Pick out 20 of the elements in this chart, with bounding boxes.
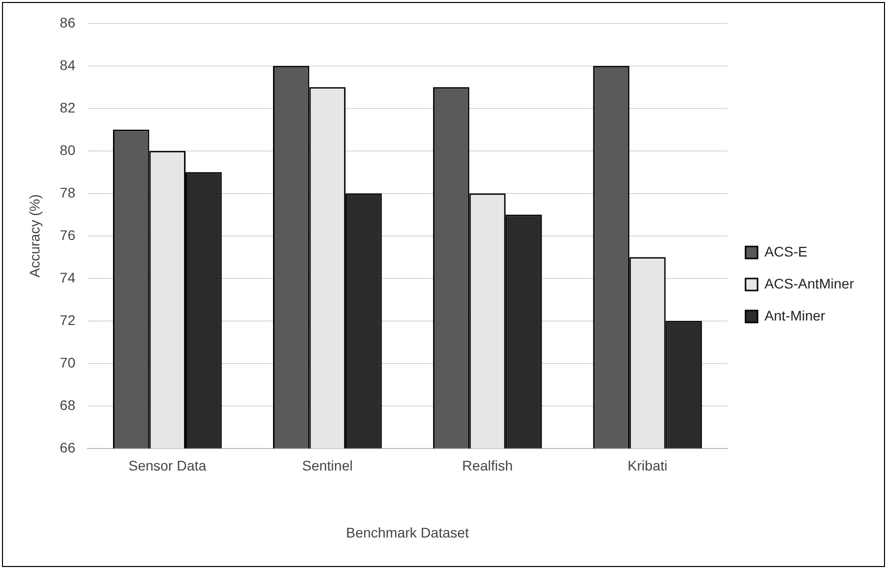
x-tick-label: Kribati bbox=[628, 458, 668, 474]
y-tick-label: 74 bbox=[60, 269, 76, 286]
x-axis-title: Benchmark Dataset bbox=[346, 524, 470, 540]
legend-label: ACS-E bbox=[764, 243, 808, 260]
x-tick-label: Sentinel bbox=[302, 458, 353, 474]
y-tick-label: 78 bbox=[60, 184, 76, 200]
y-tick-label: 66 bbox=[60, 439, 76, 456]
y-tick-label: 76 bbox=[60, 226, 76, 243]
x-tick-label: Sensor Data bbox=[128, 458, 207, 474]
y-tick-label: 72 bbox=[60, 312, 76, 328]
y-tick-label: 84 bbox=[60, 56, 76, 73]
x-tick-label: Realfish bbox=[462, 458, 513, 474]
y-tick-label: 68 bbox=[60, 396, 76, 413]
y-tick-label: 86 bbox=[60, 14, 76, 30]
y-axis-title: Accuracy (%) bbox=[26, 194, 42, 278]
y-tick-label: 82 bbox=[60, 99, 76, 116]
legend-label: ACS-AntMiner bbox=[764, 275, 854, 292]
legend-label: Ant-Miner bbox=[764, 307, 826, 324]
y-tick-label: 70 bbox=[60, 354, 76, 370]
y-tick-label: 80 bbox=[60, 142, 76, 158]
